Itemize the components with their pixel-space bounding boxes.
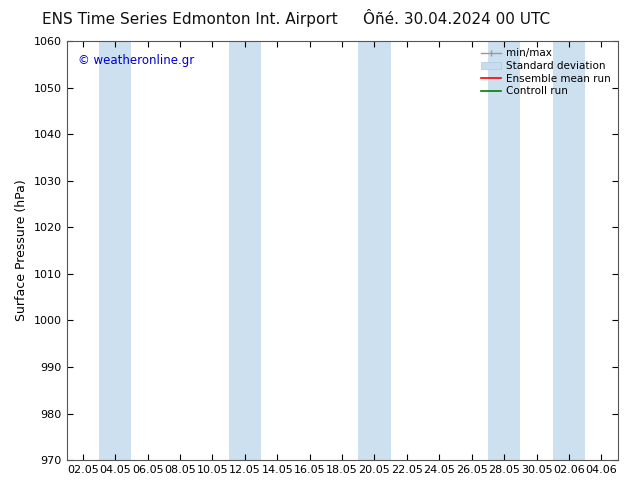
Text: © weatheronline.gr: © weatheronline.gr	[77, 53, 194, 67]
Bar	[488, 41, 521, 460]
Text: ENS Time Series Edmonton Int. Airport: ENS Time Series Edmonton Int. Airport	[42, 12, 338, 27]
Bar	[99, 41, 131, 460]
Legend: min/max, Standard deviation, Ensemble mean run, Controll run: min/max, Standard deviation, Ensemble me…	[476, 44, 614, 100]
Y-axis label: Surface Pressure (hPa): Surface Pressure (hPa)	[15, 180, 28, 321]
Bar	[553, 41, 585, 460]
Text: Ôñé. 30.04.2024 00 UTC: Ôñé. 30.04.2024 00 UTC	[363, 12, 550, 27]
Bar	[358, 41, 391, 460]
Bar	[229, 41, 261, 460]
